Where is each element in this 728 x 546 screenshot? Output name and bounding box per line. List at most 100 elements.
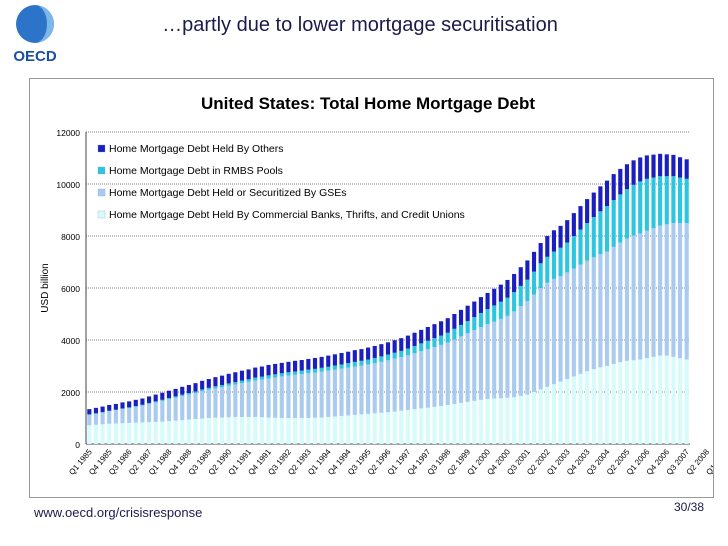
bar-segment-gses <box>366 364 371 414</box>
bar-segment-banks <box>585 371 590 444</box>
bar-segment-others <box>160 392 165 400</box>
bar-segment-gses <box>339 368 344 416</box>
bar-segment-rmbs <box>485 309 490 325</box>
bar-segment-banks <box>100 424 105 444</box>
bar-segment-rmbs <box>306 369 311 374</box>
bar-segment-rmbs <box>312 368 318 373</box>
bar-segment-rmbs <box>233 382 238 385</box>
bar-segment-gses <box>598 254 603 368</box>
bar-segment-gses <box>299 374 304 418</box>
bar-segment-rmbs <box>87 414 92 415</box>
bar-segment-gses <box>419 351 424 409</box>
bar-segment-banks <box>545 386 550 444</box>
y-tick-label: 6000 <box>61 284 80 294</box>
bar-segment-rmbs <box>127 407 132 409</box>
bar-segment-others <box>419 329 424 344</box>
bar-segment-gses <box>618 242 623 363</box>
bar-segment-banks <box>578 373 583 444</box>
bar-segment-gses <box>551 278 556 385</box>
bar-segment-rmbs <box>107 410 112 412</box>
bar-segment-gses <box>253 380 258 417</box>
bar-segment-rmbs <box>591 217 596 258</box>
bar-segment-gses <box>531 294 537 392</box>
bar-segment-others <box>538 243 543 264</box>
bar-segment-rmbs <box>624 189 630 239</box>
bar-segment-gses <box>658 225 663 356</box>
bar-segment-rmbs <box>618 194 623 243</box>
bar-segment-rmbs <box>120 408 125 410</box>
bar-segment-others <box>186 384 191 394</box>
bar-segment-gses <box>319 371 324 418</box>
bar-segment-others <box>332 354 337 366</box>
bar-segment-others <box>306 358 311 370</box>
bar-segment-rmbs <box>518 285 523 307</box>
bar-segment-gses <box>352 366 357 415</box>
bar-segment-gses <box>399 357 404 411</box>
bar-segment-banks <box>458 402 464 444</box>
bar-segment-banks <box>631 360 636 444</box>
bar-segment-rmbs <box>239 380 245 384</box>
legend-label: Home Mortgage Debt Held By Commercial Ba… <box>109 209 465 221</box>
bar-segment-banks <box>452 403 457 444</box>
bar-segment-rmbs <box>140 404 145 406</box>
bar-segment-banks <box>425 407 430 444</box>
bar-segment-others <box>153 394 158 402</box>
bar-segment-gses <box>392 358 397 412</box>
bar-segment-others <box>113 403 118 410</box>
bar-segment-banks <box>133 422 138 444</box>
bar-segment-gses <box>604 251 610 366</box>
bar-segment-banks <box>419 408 424 444</box>
bar-segment-gses <box>220 387 225 418</box>
bar-segment-banks <box>412 409 417 444</box>
bar-segment-others <box>671 154 676 177</box>
bar-segment-others <box>551 230 556 252</box>
bar-segment-others <box>531 251 537 272</box>
bar-segment-banks <box>392 411 397 444</box>
bar-segment-banks <box>405 409 410 444</box>
bar-segment-others <box>658 153 663 177</box>
bar-segment-gses <box>664 224 669 356</box>
bar-segment-gses <box>200 391 205 419</box>
bar-segment-banks <box>359 414 364 444</box>
page-number: 30/38 <box>674 500 705 514</box>
bar-segment-banks <box>658 355 663 444</box>
bar-segment-gses <box>385 360 391 413</box>
bar-segment-rmbs <box>405 348 410 356</box>
bar-segment-banks <box>551 384 556 444</box>
bar-segment-rmbs <box>558 247 563 277</box>
bar-segment-gses <box>631 235 636 361</box>
bar-segment-gses <box>246 381 251 417</box>
bar-segment-others <box>346 351 351 364</box>
bar-segment-rmbs <box>339 364 344 369</box>
bar-segment-gses <box>545 282 550 387</box>
bar-segment-gses <box>585 260 590 372</box>
footer-url[interactable]: www.oecd.org/crisisresponse <box>34 505 203 520</box>
bar-segment-rmbs <box>419 343 424 352</box>
bar-segment-gses <box>492 321 497 399</box>
bar-segment-rmbs <box>266 375 271 379</box>
bar-segment-gses <box>565 272 570 379</box>
bar-segment-gses <box>485 324 490 400</box>
bar-segment-banks <box>173 420 178 444</box>
bar-segment-others <box>312 357 318 369</box>
bar-segment-rmbs <box>478 312 483 327</box>
bar-segment-others <box>452 314 457 329</box>
bar-segment-others <box>87 409 92 415</box>
bar-segment-banks <box>379 412 384 444</box>
y-tick-label: 0 <box>75 440 80 450</box>
bar-segment-banks <box>445 405 450 444</box>
bar-segment-others <box>525 260 530 280</box>
bar-segment-rmbs <box>206 387 211 390</box>
bar-segment-others <box>677 157 683 178</box>
bar-segment-banks <box>107 423 112 444</box>
bar-segment-gses <box>206 389 211 418</box>
bar-segment-others <box>445 318 450 333</box>
bar-segment-banks <box>432 406 437 444</box>
bar-segment-others <box>286 361 291 373</box>
bar-segment-rmbs <box>372 357 377 364</box>
bar-segment-banks <box>591 369 596 444</box>
bar-segment-rmbs <box>578 229 583 265</box>
bar-segment-rmbs <box>160 399 165 401</box>
bar-segment-rmbs <box>644 178 649 231</box>
bar-segment-others <box>200 380 205 390</box>
